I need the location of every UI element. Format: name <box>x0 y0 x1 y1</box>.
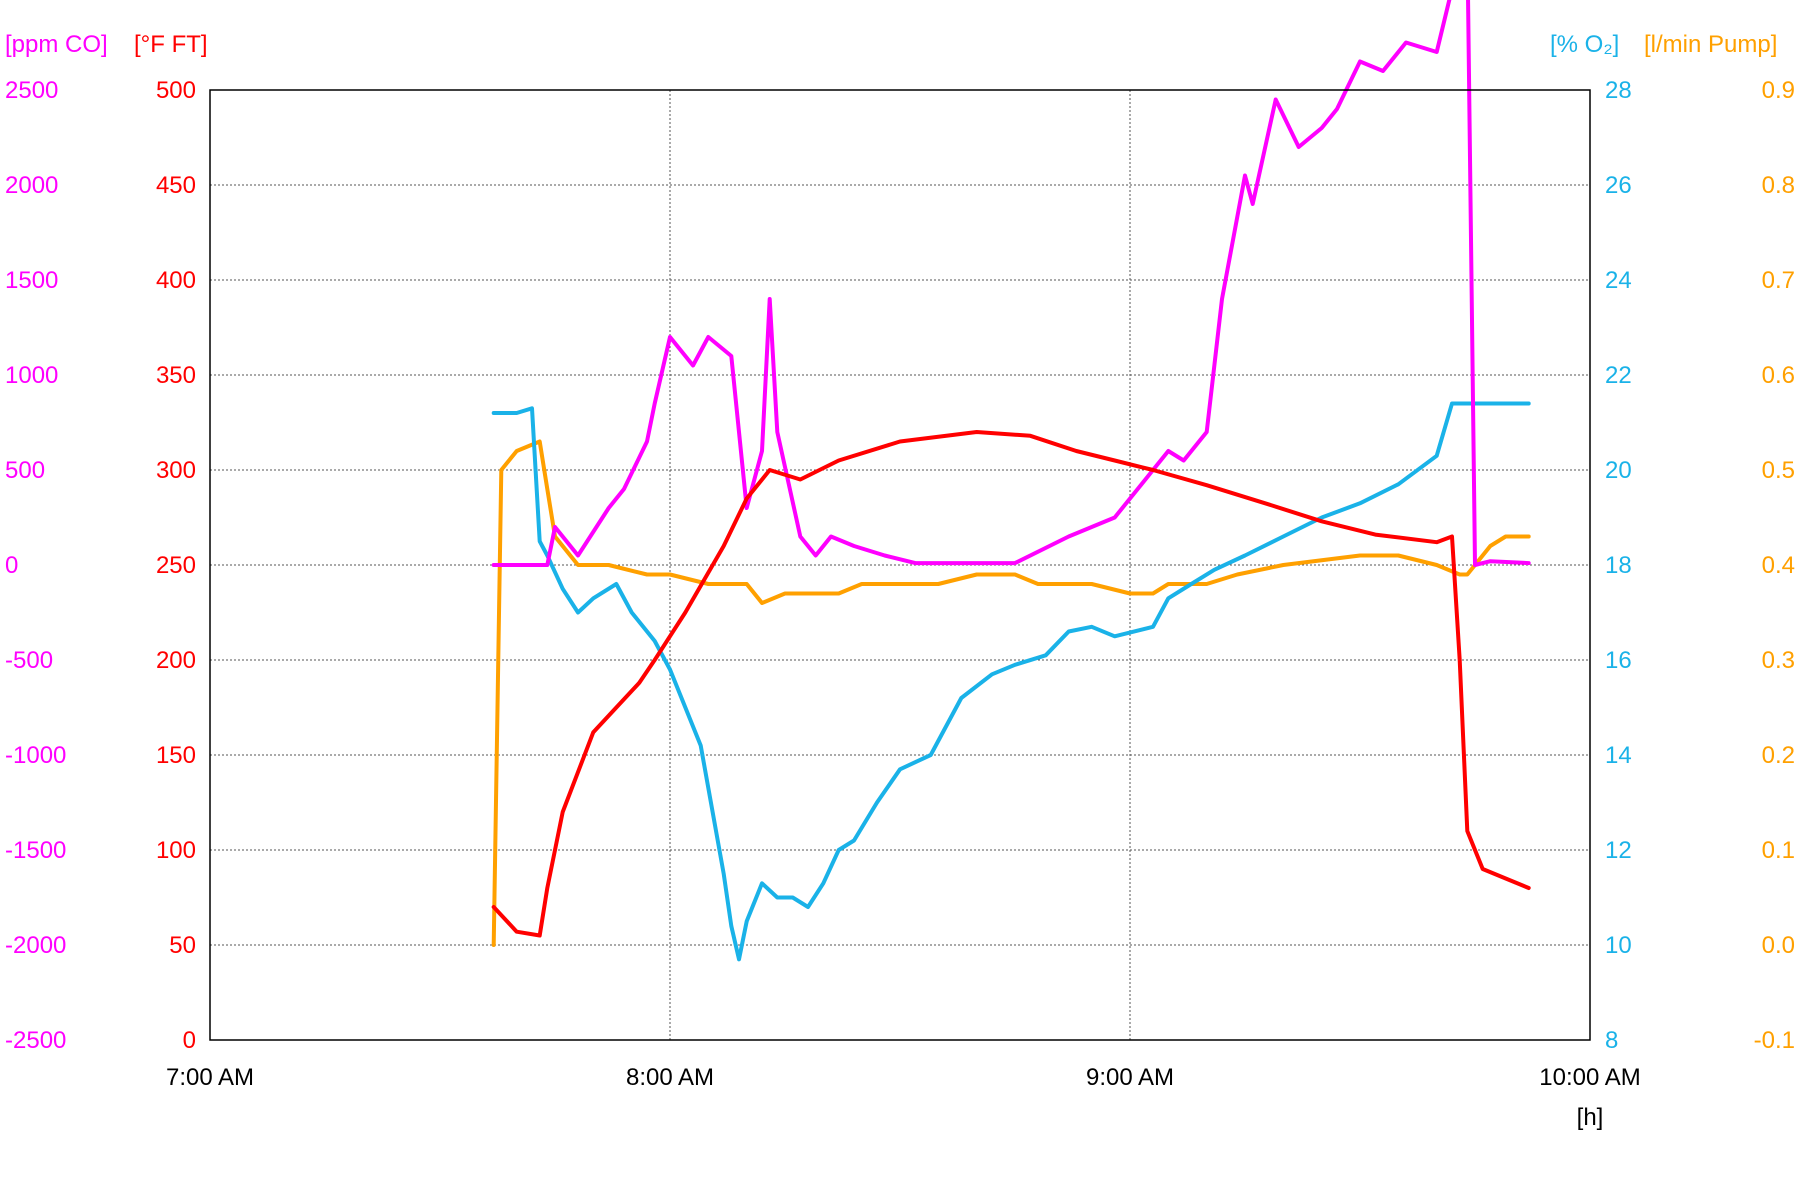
ft-tick-label: 100 <box>156 837 196 864</box>
x-tick-label: 7:00 AM <box>166 1064 254 1091</box>
x-tick-label: 9:00 AM <box>1086 1064 1174 1091</box>
ft-tick-label: 50 <box>169 932 196 959</box>
ft-tick-label: 400 <box>156 267 196 294</box>
plot-frame <box>209 89 1591 1041</box>
pump-tick-label: 0.0 <box>1762 932 1795 959</box>
x-tick-labels: 7:00 AM 8:00 AM 9:00 AM 10:00 AM <box>166 1064 1641 1091</box>
o2-tick-label: 18 <box>1605 552 1632 579</box>
o2-axis-label: [% O₂] <box>1550 31 1619 58</box>
ft-tick-label: 0 <box>183 1027 196 1054</box>
series-lines <box>491 0 1531 962</box>
x-tick-label: 8:00 AM <box>626 1064 714 1091</box>
pump-tick-label: 0.5 <box>1762 457 1795 484</box>
pump-tick-label: 0.7 <box>1762 267 1795 294</box>
co-tick-label: -1000 <box>5 742 66 769</box>
o2-tick-label: 20 <box>1605 457 1632 484</box>
o2-tick-label: 26 <box>1605 172 1632 199</box>
o2-tick-label: 16 <box>1605 647 1632 674</box>
axis-headers: [ppm CO] [°F FT] [% O₂] [l/min Pump] <box>5 31 1777 58</box>
co-tick-label: -2500 <box>5 1027 66 1054</box>
o2-tick-label: 10 <box>1605 932 1632 959</box>
o2-tick-label: 24 <box>1605 267 1632 294</box>
o2-tick-label: 14 <box>1605 742 1632 769</box>
pump-tick-label: 0.9 <box>1762 77 1795 104</box>
co-tick-label: 1000 <box>5 362 58 389</box>
y-tick-labels: 25002000150010005000-500-1000-1500-2000-… <box>5 77 1795 1054</box>
series-line-ft <box>491 430 1531 938</box>
series-line-co <box>491 0 1531 567</box>
o2-tick-label: 22 <box>1605 362 1632 389</box>
co-axis-label: [ppm CO] <box>5 31 108 58</box>
ft-tick-label: 300 <box>156 457 196 484</box>
co-tick-label: 2000 <box>5 172 58 199</box>
pump-tick-label: 0.3 <box>1762 647 1795 674</box>
x-tick-label: 10:00 AM <box>1539 1064 1640 1091</box>
pump-tick-label: 0.2 <box>1762 742 1795 769</box>
ft-tick-label: 150 <box>156 742 196 769</box>
co-tick-label: 500 <box>5 457 45 484</box>
pump-tick-label: -0.1 <box>1754 1027 1795 1054</box>
pump-tick-label: 0.4 <box>1762 552 1795 579</box>
co-tick-label: -2000 <box>5 932 66 959</box>
o2-tick-label: 12 <box>1605 837 1632 864</box>
co-tick-label: 1500 <box>5 267 58 294</box>
pump-tick-label: 0.8 <box>1762 172 1795 199</box>
ft-tick-label: 450 <box>156 172 196 199</box>
co-tick-label: 0 <box>5 552 18 579</box>
ft-tick-label: 350 <box>156 362 196 389</box>
co-tick-label: 2500 <box>5 77 58 104</box>
pump-tick-label: 0.6 <box>1762 362 1795 389</box>
co-tick-label: -500 <box>5 647 53 674</box>
co-tick-label: -1500 <box>5 837 66 864</box>
series-line-o2 <box>491 401 1531 962</box>
ft-tick-label: 500 <box>156 77 196 104</box>
pump-tick-label: 0.1 <box>1762 837 1795 864</box>
series-line-pump <box>491 439 1531 947</box>
ft-tick-label: 200 <box>156 647 196 674</box>
pump-axis-label: [l/min Pump] <box>1644 31 1777 58</box>
grid <box>210 90 1590 1040</box>
o2-tick-label: 28 <box>1605 77 1632 104</box>
ft-axis-label: [°F FT] <box>134 31 208 58</box>
o2-tick-label: 8 <box>1605 1027 1618 1054</box>
ft-tick-label: 250 <box>156 552 196 579</box>
x-axis-unit: [h] <box>1577 1104 1604 1131</box>
